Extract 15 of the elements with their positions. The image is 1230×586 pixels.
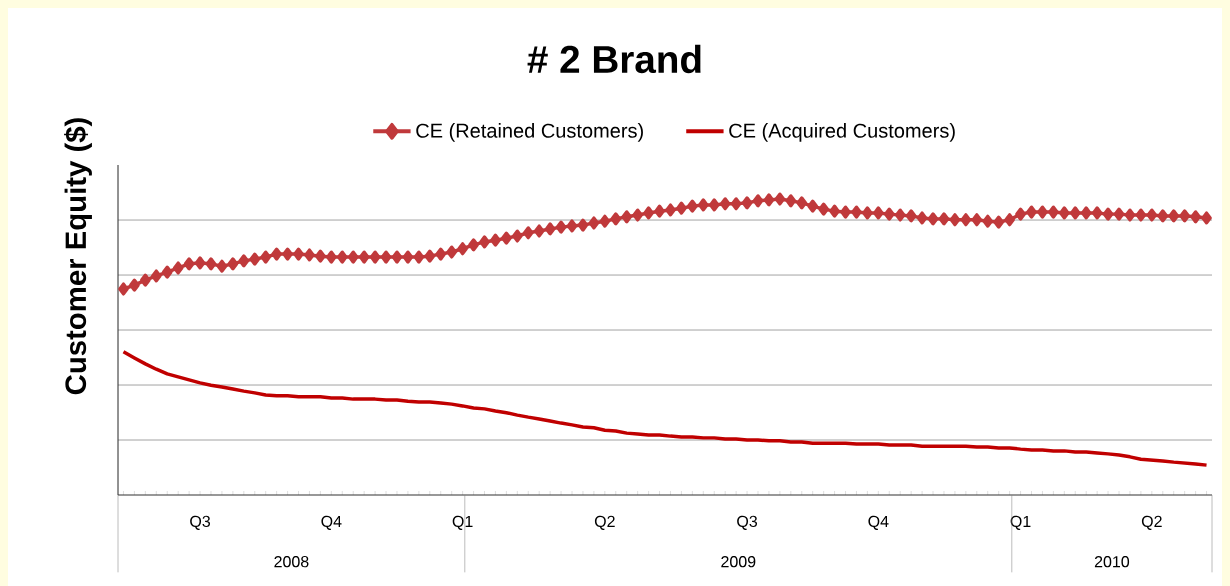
x-tick-label: Q1 xyxy=(452,515,473,530)
text: 2009 xyxy=(721,556,756,568)
legend-label: CE (Retained Customers) xyxy=(416,123,643,142)
x-tick-label: Q4 xyxy=(321,515,342,530)
x-tick-label: Q2 xyxy=(1141,515,1162,530)
text: 2010 xyxy=(1094,556,1130,568)
x-tick-label: Q1 xyxy=(1010,515,1031,530)
x-tick-label: Q3 xyxy=(190,515,211,530)
x-tick-label: Q4 xyxy=(868,515,889,530)
x-tick-label: Q2 xyxy=(594,515,615,530)
legend-label: CE (Acquired Customers) xyxy=(729,123,955,142)
text: 2008 xyxy=(274,556,309,568)
chart-title: # 2 Brand xyxy=(527,44,701,74)
y-axis-title: Customer Equity ($) xyxy=(64,118,92,395)
x-tick-label: Q3 xyxy=(737,515,758,530)
